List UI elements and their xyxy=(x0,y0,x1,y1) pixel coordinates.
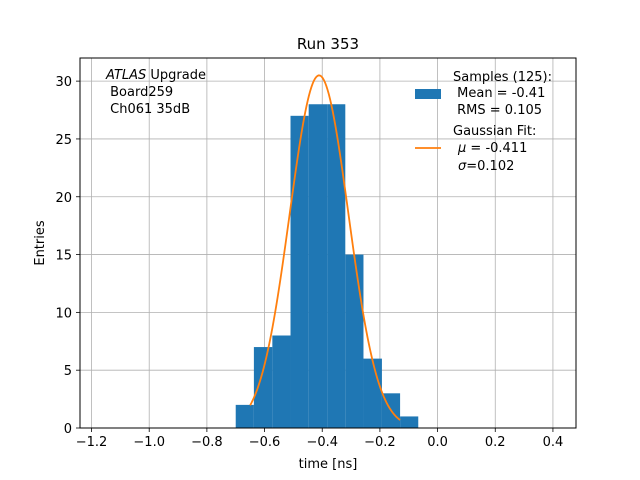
y-tick-label: 20 xyxy=(55,191,72,206)
x-axis-ticks: −1.2 −1.0 −0.8 −0.6 −0.4 −0.2 0.0 0.2 0.4 xyxy=(76,428,564,450)
y-tick-label: 30 xyxy=(55,75,72,90)
x-tick-label: −0.8 xyxy=(191,435,223,450)
histogram-bar xyxy=(235,404,254,428)
x-tick-label: −1.0 xyxy=(133,435,165,450)
legend-sigma-symbol: σ xyxy=(458,159,467,174)
legend-samples-title: Samples (125): xyxy=(453,70,552,85)
y-tick-label: 15 xyxy=(55,249,72,264)
histogram-bars xyxy=(235,104,419,428)
atlas-annotation: ATLAS Upgrade Board259 Ch061 35dB xyxy=(105,68,206,117)
x-tick-label: −0.6 xyxy=(249,435,281,450)
y-tick-label: 5 xyxy=(64,364,72,379)
legend-fit-title: Gaussian Fit: xyxy=(453,124,536,139)
histogram-bar xyxy=(290,115,309,428)
annotation-atlas: ATLAS xyxy=(105,68,146,83)
x-tick-label: 0.4 xyxy=(543,435,564,450)
legend: Samples (125): Mean = -0.41 RMS = 0.105 … xyxy=(415,70,552,174)
annotation-line-1: ATLAS Upgrade xyxy=(105,68,206,83)
x-tick-label: 0.2 xyxy=(485,435,506,450)
plot-frame xyxy=(79,57,577,429)
histogram-bar xyxy=(272,335,291,428)
x-tick-label: 0.0 xyxy=(427,435,448,450)
histogram-bar xyxy=(308,104,328,428)
y-tick-label: 0 xyxy=(64,422,72,437)
annotation-board: Board259 xyxy=(106,85,173,100)
y-axis-ticks: 0 5 10 15 20 25 30 xyxy=(55,75,80,437)
x-tick-label: −0.2 xyxy=(364,435,396,450)
y-axis-label: Entries xyxy=(33,220,48,266)
annotation-channel: Ch061 35dB xyxy=(106,102,190,117)
x-axis-label: time [ns] xyxy=(299,457,358,472)
x-tick-label: −1.2 xyxy=(76,435,108,450)
histogram-bar xyxy=(253,347,273,428)
y-tick-label: 10 xyxy=(55,306,72,321)
y-tick-label: 25 xyxy=(55,133,72,148)
histogram-bar xyxy=(400,416,419,428)
legend-sigma-value: =0.102 xyxy=(466,159,514,174)
histogram-bar xyxy=(363,358,382,428)
x-tick-label: −0.4 xyxy=(306,435,338,450)
histogram-bar xyxy=(327,104,346,428)
annotation-upgrade: Upgrade xyxy=(146,68,206,83)
chart-title: Run 353 xyxy=(297,35,359,53)
legend-mu-value: = -0.411 xyxy=(466,141,527,156)
gaussian-fit-curve xyxy=(249,74,401,421)
legend-mu-symbol: μ xyxy=(457,141,466,156)
legend-samples-mean: Mean = -0.41 xyxy=(453,86,545,101)
legend-fit-mu: μ = -0.411 xyxy=(457,141,527,156)
legend-fit-sigma: σ=0.102 xyxy=(458,159,514,174)
legend-swatch-samples xyxy=(415,89,441,99)
histogram-bar xyxy=(345,254,364,428)
legend-samples-rms: RMS = 0.105 xyxy=(453,103,542,118)
